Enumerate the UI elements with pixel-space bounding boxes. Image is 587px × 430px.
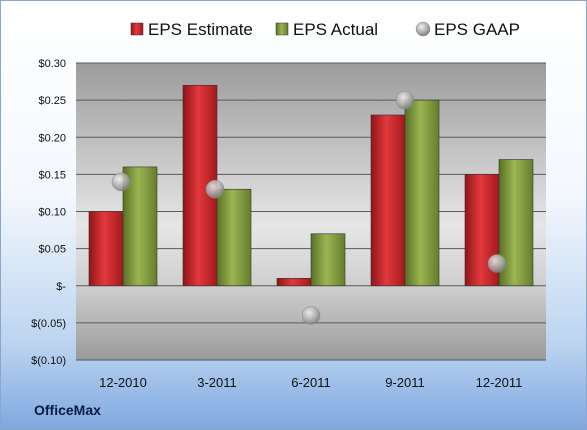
y-tick-label: $0.15 [38,169,66,181]
x-tick-label: 9-2011 [385,375,425,390]
y-tick-label: $0.30 [38,58,66,70]
legend-swatch-estimate [130,22,144,36]
y-tick-label: $0.25 [38,95,66,107]
x-tick-label: 12-2010 [99,375,147,390]
x-axis-labels: 12-2010 3-2011 6-2011 9-2011 12-2011 [99,375,522,390]
y-tick-label: $- [56,281,66,293]
gaap-marker [487,254,507,273]
legend-label: EPS GAAP [434,20,520,39]
actual-bar [404,99,440,287]
y-tick-label: $0.05 [38,244,66,256]
x-tick-label: 12-2011 [476,375,523,390]
actual-bar [310,233,346,287]
estimate-bar [276,278,312,287]
y-tick-label: $(0.05) [31,318,66,330]
legend: EPS Estimate EPS Actual EPS GAAP [130,20,520,39]
brand-label: OfficeMax [34,402,101,418]
gaap-marker [395,90,415,110]
gaap-markers [111,90,507,325]
actual-bar [216,188,252,287]
legend-swatch-actual [275,22,289,36]
x-tick-label: 6-2011 [291,375,331,390]
gaap-marker [205,179,225,199]
estimate-bar [370,114,406,287]
legend-label: EPS Estimate [148,20,253,39]
y-axis-labels: $0.30 $0.25 $0.20 $0.15 $0.10 $0.05 $- $(0.05) $… [31,58,66,367]
y-tick-label: $(0.10) [31,355,66,367]
gaap-marker [111,172,131,192]
legend-swatch-gaap [415,21,431,37]
y-tick-label: $0.20 [38,132,66,144]
estimate-bar [88,211,124,287]
legend-label: EPS Actual [293,20,378,39]
gaap-marker [301,306,321,325]
x-tick-label: 3-2011 [197,375,237,390]
y-tick-label: $0.10 [38,207,66,219]
